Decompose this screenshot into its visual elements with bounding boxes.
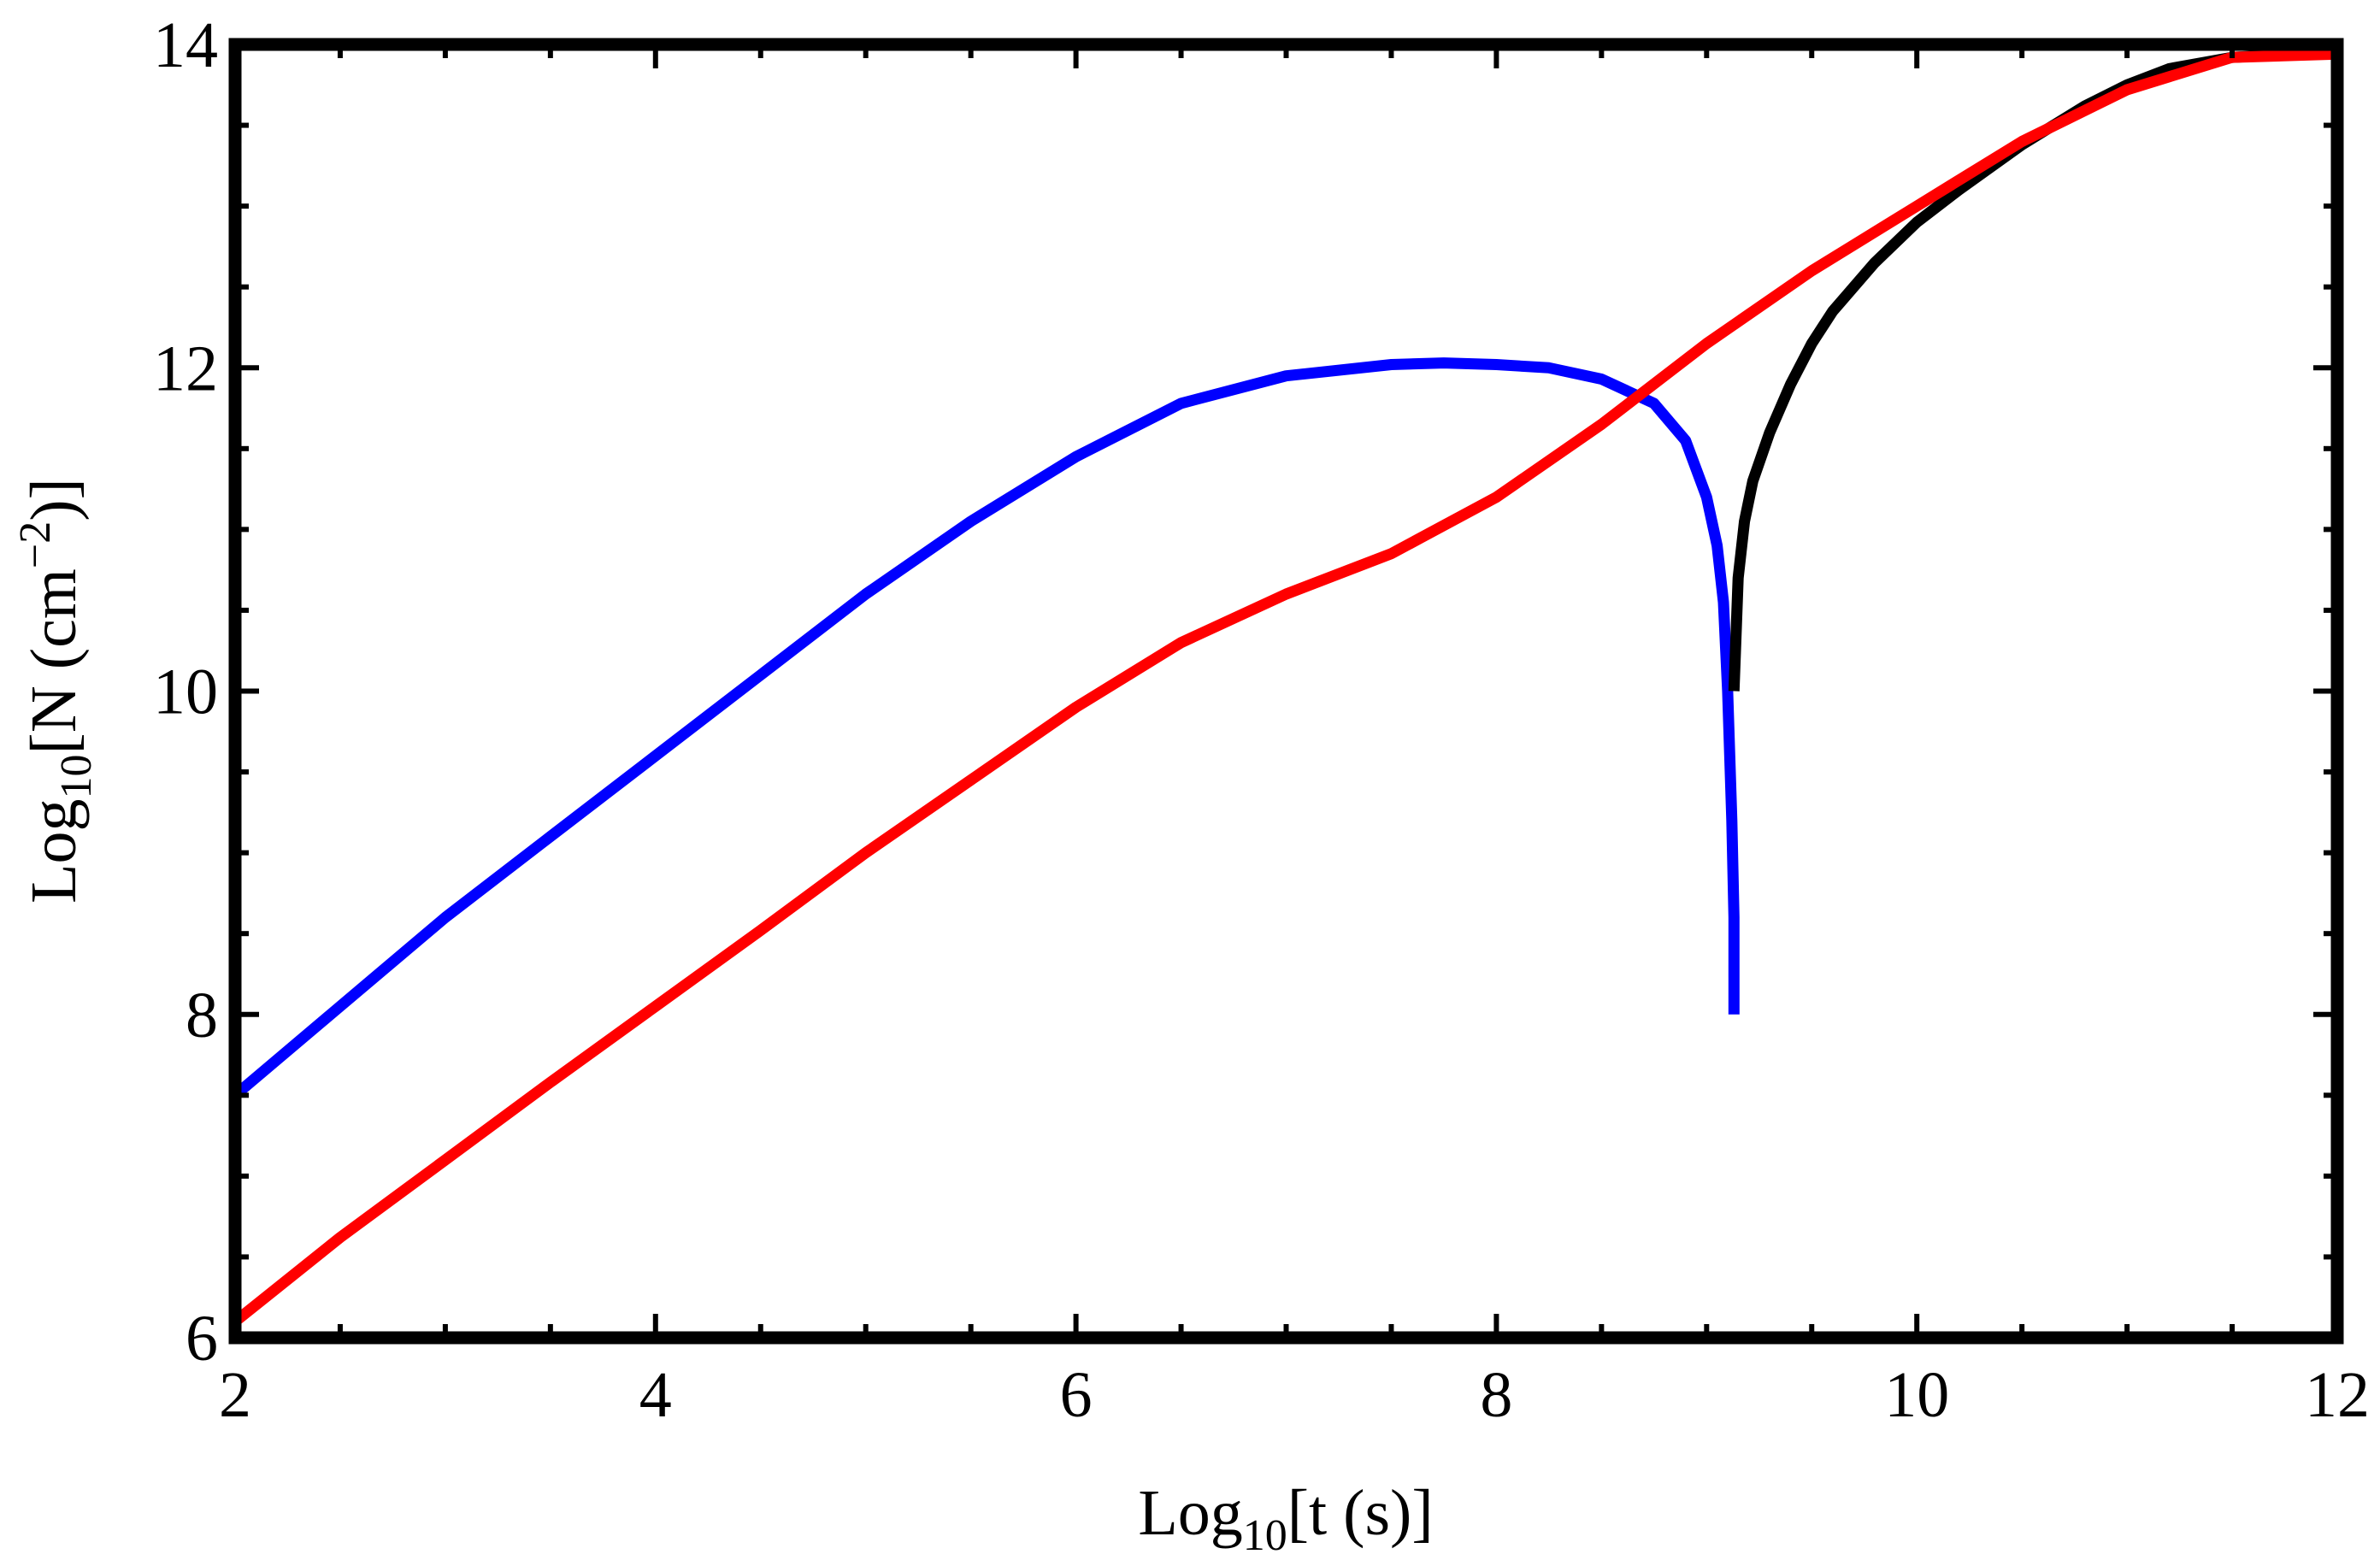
tick-labels: 2 4 6 8 10 12 6 8 10 12 14: [153, 9, 2370, 1431]
y-tick-label: 12: [153, 333, 218, 404]
y-tick-label: 10: [153, 656, 218, 728]
y-axis-title: Log10[N (cm−2)]: [11, 478, 101, 904]
ticks-layer: [233, 42, 2340, 1340]
y-axis-title-sup: −2: [11, 521, 60, 568]
x-tick-label: 6: [1060, 1359, 1093, 1431]
y-axis-title-sub: 10: [52, 754, 101, 798]
series-line-1: [1728, 48, 2337, 692]
y-axis-title-rest2: )]: [18, 478, 90, 521]
x-tick-label: 8: [1480, 1359, 1512, 1431]
x-tick-label: 4: [639, 1359, 672, 1431]
plot-frame: [228, 38, 2344, 1345]
series-layer: [231, 48, 2338, 1327]
x-tick-label: 12: [2305, 1359, 2370, 1431]
x-axis-title-sub: 10: [1243, 1511, 1287, 1560]
x-axis-title: Log10[t (s)]: [1138, 1477, 1433, 1560]
y-axis-title-base: Log: [18, 798, 90, 903]
series-line-0: [231, 357, 1740, 1100]
y-tick-label: 8: [186, 980, 218, 1051]
y-tick-label: 14: [153, 9, 218, 81]
series-line-2: [231, 48, 2338, 1327]
y-tick-label: 6: [186, 1303, 218, 1375]
x-tick-label: 10: [1884, 1359, 1949, 1431]
x-tick-label: 2: [219, 1359, 251, 1431]
y-axis-title-rest1: [N (cm: [18, 568, 90, 754]
x-axis-title-base: Log: [1138, 1477, 1242, 1549]
x-axis-title-rest: [t (s)]: [1287, 1477, 1434, 1549]
